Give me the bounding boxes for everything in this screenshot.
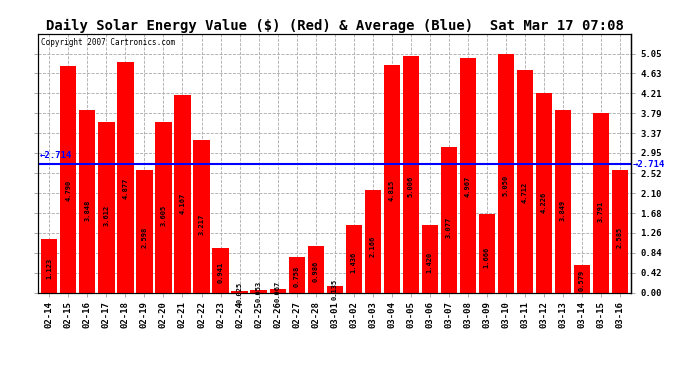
Text: 1.666: 1.666 (484, 246, 490, 268)
Text: Copyright 2007 Cartronics.com: Copyright 2007 Cartronics.com (41, 38, 175, 46)
Bar (612, 170, 628, 292)
Text: 4.877: 4.877 (122, 178, 128, 199)
Bar (193, 140, 210, 292)
Text: 3.605: 3.605 (161, 205, 166, 226)
Bar (231, 291, 248, 292)
Text: →2.714: →2.714 (633, 160, 664, 169)
Bar (308, 246, 324, 292)
Text: 0.986: 0.986 (313, 261, 319, 282)
Bar (535, 93, 552, 292)
Bar (460, 57, 476, 292)
Text: 4.815: 4.815 (388, 179, 395, 201)
Text: 3.217: 3.217 (199, 213, 204, 235)
Bar (41, 239, 57, 292)
Bar (137, 170, 152, 292)
Bar (574, 265, 590, 292)
Bar (250, 290, 266, 292)
Bar (422, 225, 438, 292)
Bar (517, 70, 533, 292)
Text: ←2.714: ←2.714 (40, 152, 72, 160)
Title: Daily Solar Energy Value ($) (Red) & Average (Blue)  Sat Mar 17 07:08: Daily Solar Energy Value ($) (Red) & Ave… (46, 18, 624, 33)
Bar (555, 110, 571, 292)
Text: 3.077: 3.077 (446, 216, 452, 238)
Text: 3.848: 3.848 (84, 200, 90, 221)
Text: 4.167: 4.167 (179, 193, 186, 214)
Text: 1.436: 1.436 (351, 251, 357, 273)
Bar (364, 190, 381, 292)
Text: 3.849: 3.849 (560, 200, 566, 221)
Bar (403, 56, 419, 292)
Text: 4.790: 4.790 (66, 180, 71, 201)
Text: 1.420: 1.420 (426, 252, 433, 273)
Text: 1.123: 1.123 (46, 258, 52, 279)
Bar (79, 111, 95, 292)
Text: 0.579: 0.579 (579, 270, 585, 291)
Bar (99, 122, 115, 292)
Text: 5.006: 5.006 (408, 176, 414, 196)
Bar (346, 225, 362, 292)
Text: 0.025: 0.025 (237, 281, 243, 303)
Text: 4.226: 4.226 (541, 192, 547, 213)
Text: 3.791: 3.791 (598, 201, 604, 222)
Bar (155, 122, 172, 292)
Text: 4.967: 4.967 (465, 176, 471, 197)
Bar (213, 248, 228, 292)
Bar (497, 54, 514, 292)
Text: 0.135: 0.135 (332, 279, 337, 300)
Text: 2.585: 2.585 (617, 227, 623, 248)
Text: 4.712: 4.712 (522, 182, 528, 203)
Bar (479, 214, 495, 292)
Text: 2.598: 2.598 (141, 226, 148, 248)
Text: 0.067: 0.067 (275, 280, 281, 302)
Text: 0.941: 0.941 (217, 262, 224, 283)
Bar (270, 290, 286, 292)
Bar (60, 66, 77, 292)
Bar (117, 62, 134, 292)
Text: 0.758: 0.758 (294, 266, 299, 287)
Text: 2.166: 2.166 (370, 236, 375, 257)
Bar (441, 147, 457, 292)
Bar (288, 256, 305, 292)
Text: 3.612: 3.612 (104, 205, 110, 226)
Bar (326, 286, 343, 292)
Bar (384, 65, 400, 292)
Text: 0.053: 0.053 (255, 280, 262, 302)
Text: 5.050: 5.050 (503, 174, 509, 196)
Bar (175, 95, 190, 292)
Bar (593, 113, 609, 292)
